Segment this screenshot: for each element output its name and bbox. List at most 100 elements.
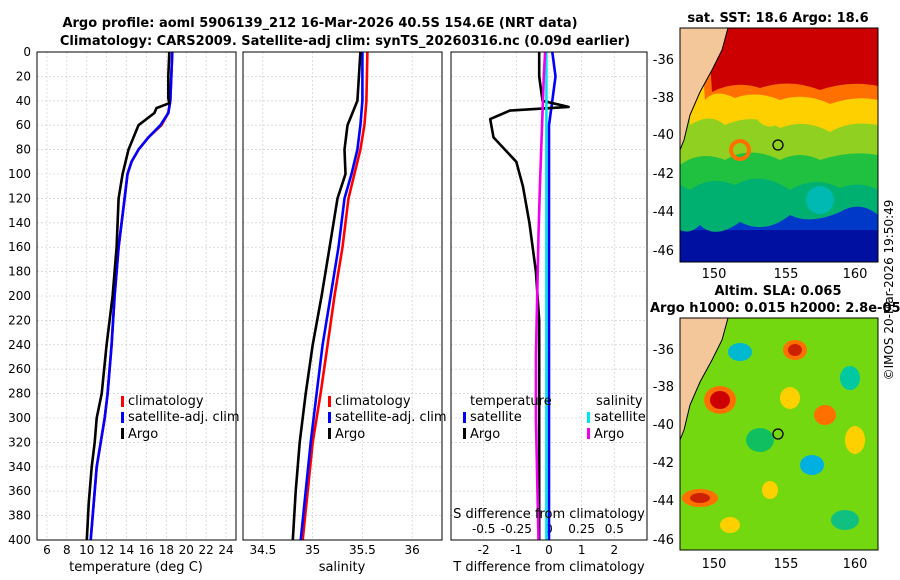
x-tick-label: 18 (159, 543, 174, 557)
series-line-temperature-satellite (547, 52, 557, 540)
top-x-tick-label: -0.5 (472, 522, 495, 536)
legend-swatch-satellite (121, 412, 124, 423)
temperature-difference-legend: temperature satellite Argo (463, 394, 552, 442)
legend-label-t-argo: Argo (470, 427, 500, 442)
map1-lat-38: -38 (653, 91, 674, 106)
legend-swatch-s-satellite (587, 412, 590, 423)
x-tick-label: 20 (179, 543, 194, 557)
sst-map-title: sat. SST: 18.6 Argo: 18.6 (687, 11, 868, 26)
x-tick-label: 14 (119, 543, 134, 557)
series-line-argo (291, 52, 362, 540)
legend-title-salinity: salinity (596, 394, 643, 409)
y-tick-label: 60 (16, 118, 31, 132)
legend-label-argo: Argo (128, 427, 158, 442)
legend-label-s-argo: Argo (594, 427, 624, 442)
x-tick-label: 8 (63, 543, 71, 557)
x-tick-label: 16 (139, 543, 154, 557)
salinity-difference-tick-labels: -0.5 -0.25 0 0.25 0.5 (472, 522, 624, 536)
y-tick-label: 100 (8, 167, 31, 181)
series-line-satellite-adj-clim (89, 52, 174, 540)
salinity-xlabel: salinity (319, 560, 366, 575)
map1-lat-44: -44 (653, 205, 674, 220)
x-tick-label: 12 (99, 543, 114, 557)
x-tick-label: 2 (611, 543, 619, 557)
map2-lat-46: -46 (653, 533, 674, 548)
map1-lat-40: -40 (653, 128, 674, 143)
x-tick-label: -2 (478, 543, 490, 557)
legend-swatch-satellite (328, 412, 331, 423)
sst-field (680, 28, 878, 262)
salinity-difference-legend: salinity satellite Argo (587, 394, 646, 442)
map2-lat-36: -36 (653, 343, 674, 358)
x-tick-label: 36 (405, 543, 420, 557)
x-tick-label: 1 (578, 543, 586, 557)
series-line-climatology (301, 52, 369, 540)
salinity-lines (291, 52, 369, 540)
temperature-grid (37, 51, 236, 541)
temperature-tick-labels: 6 8 10 12 14 16 18 20 22 24 (43, 543, 234, 557)
y-tick-label: 320 (8, 435, 31, 449)
map1-lat-42: -42 (653, 167, 674, 182)
copyright-timestamp: ©IMOS 20-Mar-2026 19:50:49 (882, 200, 896, 381)
legend-label-argo: Argo (335, 427, 365, 442)
sla-map: Altim. SLA: 0.065 Argo h1000: 0.015 h200… (650, 284, 900, 572)
y-tick-label: 240 (8, 338, 31, 352)
y-tick-label: 360 (8, 484, 31, 498)
y-tick-label: 380 (8, 509, 31, 523)
y-tick-label: 400 (8, 533, 31, 547)
map1-lon-160: 160 (843, 267, 868, 282)
y-tick-label: 40 (16, 94, 31, 108)
salinity-panel: 34.5 35 35.5 36 salinity climatology satell… (242, 51, 447, 575)
legend-label-t-satellite: satellite (470, 410, 522, 425)
y-tick-label: 20 (16, 69, 31, 83)
y-tick-label: 160 (8, 240, 31, 254)
temperature-xlabel: temperature (deg C) (69, 560, 203, 575)
y-tick-label: 200 (8, 289, 31, 303)
salinity-tick-labels: 34.5 35 35.5 36 (250, 543, 420, 557)
difference-xlabel: T difference from climatology (452, 560, 645, 575)
title-line-1: Argo profile: aoml 5906139_212 16-Mar-20… (62, 16, 577, 31)
map2-lon-160: 160 (843, 557, 868, 572)
x-tick-label: 34.5 (250, 543, 277, 557)
top-x-tick-label: 0.5 (605, 522, 624, 536)
temperature-legend: climatology satellite-adj. clim Argo (121, 394, 240, 442)
map1-lat-36: -36 (653, 53, 674, 68)
legend-swatch-t-argo (463, 428, 466, 439)
title-line-2: Climatology: CARS2009. Satellite-adj cli… (60, 34, 630, 49)
salinity-difference-xlabel: S difference from climatology (453, 507, 645, 522)
x-tick-label: 0 (545, 543, 553, 557)
legend-label-satellite: satellite-adj. clim (335, 410, 447, 425)
x-tick-label: 35.5 (349, 543, 376, 557)
y-tick-label: 120 (8, 191, 31, 205)
legend-swatch-argo (121, 428, 124, 439)
salinity-legend: climatology satellite-adj. clim Argo (328, 394, 447, 442)
sla-map-title-1: Altim. SLA: 0.065 (715, 284, 842, 299)
sla-field (680, 318, 878, 550)
y-tick-label: 0 (23, 45, 31, 59)
x-tick-label: 24 (218, 543, 233, 557)
x-tick-label: -1 (510, 543, 522, 557)
y-tick-label: 140 (8, 216, 31, 230)
legend-swatch-argo (328, 428, 331, 439)
series-line-salinity-argo (534, 52, 547, 540)
argo-position-marker (772, 428, 784, 440)
y-tick-label: 180 (8, 265, 31, 279)
legend-swatch-s-argo (587, 428, 590, 439)
map1-lat-46: -46 (653, 244, 674, 259)
y-tick-label: 220 (8, 313, 31, 327)
difference-panel: -2 -1 0 1 2 -0.5 -0.25 0 0.25 0.5 T difference f… (450, 51, 648, 575)
difference-tick-labels: -2 -1 0 1 2 (478, 543, 618, 557)
map2-lat-44: -44 (653, 494, 674, 509)
difference-lines (488, 52, 570, 540)
legend-label-climatology: climatology (128, 394, 204, 409)
depth-tick-labels: 0 20 40 60 80 100 120 140 160 180 200 220 240 260 280 3… (8, 45, 31, 547)
map1-lon-155: 155 (774, 267, 799, 282)
series-line-argo (85, 52, 171, 540)
map1-lon-150: 150 (702, 267, 727, 282)
sst-map: sat. SST: 18.6 Argo: 18.6 -36 -38 -40 -4… (653, 11, 879, 282)
legend-label-s-satellite: satellite (594, 410, 646, 425)
temperature-panel: 6 8 10 12 14 16 18 20 22 24 0 20 40 60 80 100 120 140 160… (8, 45, 240, 575)
series-line-temperature-argo (488, 52, 570, 540)
sla-map-title-2: Argo h1000: 0.015 h2000: 2.8e-05 (650, 301, 900, 316)
